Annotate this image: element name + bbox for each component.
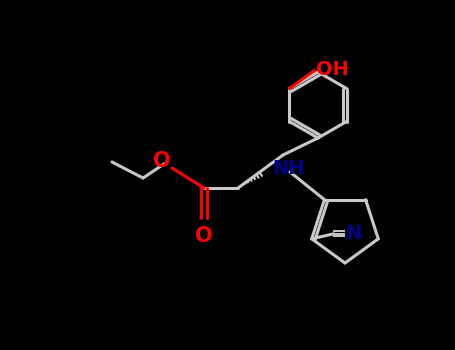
Text: N: N — [346, 224, 362, 243]
Text: NH: NH — [272, 159, 304, 177]
Text: O: O — [195, 226, 213, 246]
Text: O: O — [153, 151, 171, 171]
Text: OH: OH — [316, 60, 349, 79]
